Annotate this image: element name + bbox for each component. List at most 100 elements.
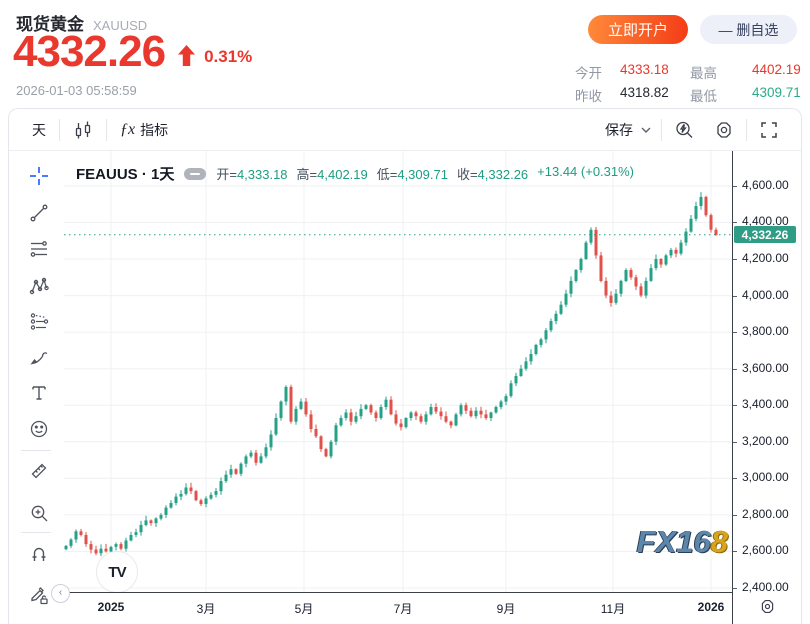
quote-timestamp: 2026-01-03 05:58:59 bbox=[16, 83, 137, 98]
time-axis-label: 5月 bbox=[294, 602, 314, 616]
stat-label-high: 最高 bbox=[690, 66, 717, 81]
time-axis[interactable]: 2025 3月 5月 7月 9月 11月 2026 bbox=[64, 592, 732, 624]
price-scale-gear-icon[interactable] bbox=[759, 598, 776, 615]
price-axis-tick-mark bbox=[733, 515, 737, 516]
quick-search-button[interactable] bbox=[666, 116, 702, 144]
price-axis-label: 4,400.00 bbox=[742, 214, 789, 229]
price-axis[interactable]: 4,600.00 4,400.00 4,200.00 4,000.00 3,800.00… bbox=[732, 151, 803, 624]
last-price-tag: 4,332.26 bbox=[734, 226, 796, 244]
price-axis-tick-mark bbox=[733, 222, 737, 223]
text-tool[interactable] bbox=[25, 379, 53, 407]
price-axis-tick-mark bbox=[733, 369, 737, 370]
trend-line-tool[interactable] bbox=[25, 199, 53, 227]
candlestick-style-icon bbox=[73, 120, 93, 140]
price-axis-label: 2,600.00 bbox=[742, 543, 789, 558]
price-axis-tick-mark bbox=[733, 442, 737, 443]
stat-value-prev-close: 4318.82 bbox=[620, 85, 669, 100]
fullscreen-button[interactable] bbox=[751, 116, 787, 144]
chart-settings-button[interactable] bbox=[706, 116, 742, 144]
position-tool[interactable] bbox=[25, 307, 53, 335]
fullscreen-icon bbox=[759, 120, 779, 140]
price-axis-label: 2,400.00 bbox=[742, 579, 789, 594]
chart-legend: FEAUUS · 1天 开=4,333.18 高=4,402.19 低=4,309.… bbox=[76, 163, 634, 184]
settings-gear-icon bbox=[714, 120, 734, 140]
xabcd-pattern-tool[interactable] bbox=[25, 272, 53, 300]
interval-button[interactable]: 天 bbox=[19, 116, 59, 144]
crosshair-tool[interactable] bbox=[25, 162, 53, 190]
legend-ohlc-item: 低=4,309.71 bbox=[376, 167, 448, 182]
indicators-button[interactable]: ƒx 指标 bbox=[107, 116, 181, 144]
legend-ohlc-item: 开=4,333.18 bbox=[216, 167, 288, 182]
quick-search-icon bbox=[674, 120, 694, 140]
chart-widget-card: 天 ƒx 指标 bbox=[8, 108, 802, 624]
drawing-tools-panel bbox=[9, 151, 64, 624]
price-axis-label: 4,000.00 bbox=[742, 287, 789, 302]
price-row: 4332.26 0.31% bbox=[13, 30, 252, 74]
collapse-left-toolbar-button[interactable]: ‹ bbox=[51, 584, 70, 603]
price-axis-tick-mark bbox=[733, 332, 737, 333]
price-axis-tick-mark bbox=[733, 186, 737, 187]
up-arrow-icon bbox=[177, 44, 196, 66]
magnet-tool[interactable] bbox=[25, 540, 53, 568]
price-axis-tick-mark bbox=[733, 551, 737, 552]
change-percent: 0.31% bbox=[204, 47, 253, 66]
symbol-header: 现货黄金 XAUUSD bbox=[16, 10, 147, 35]
chevron-down-icon bbox=[641, 127, 651, 133]
candlestick-style-button[interactable] bbox=[60, 116, 106, 144]
save-label: 保存 bbox=[605, 121, 633, 138]
toolbar-separator bbox=[661, 118, 662, 141]
legend-ohlc-item: 收=4,332.26 bbox=[456, 167, 529, 182]
chart-toolbar: 天 ƒx 指标 bbox=[9, 109, 801, 151]
legend-change: +13.44 (+0.31%) bbox=[537, 164, 635, 179]
time-axis-label: 2025 bbox=[97, 600, 125, 614]
price-axis-label: 3,400.00 bbox=[742, 397, 789, 412]
time-axis-label: 11月 bbox=[600, 602, 626, 616]
stat-label-low: 最低 bbox=[690, 89, 717, 104]
remove-watchlist-button[interactable]: — 删自选 bbox=[700, 15, 797, 44]
legend-ohlc-row: 开=4,333.18 高=4,402.19 低=4,309.71 收=4,332.26… bbox=[216, 164, 634, 183]
save-layout-button[interactable]: 保存 bbox=[599, 116, 657, 144]
zoom-in-tool[interactable] bbox=[25, 499, 53, 527]
lock-drawings-tool[interactable] bbox=[25, 581, 53, 609]
indicators-label: 指标 bbox=[140, 121, 169, 138]
price-axis-tick-mark bbox=[733, 588, 737, 589]
time-axis-label: 2026 bbox=[697, 600, 725, 614]
time-axis-label: 3月 bbox=[196, 602, 216, 616]
toolbar-separator bbox=[59, 118, 60, 141]
legend-collapse-button[interactable] bbox=[184, 167, 207, 180]
ruler-tool[interactable] bbox=[25, 457, 53, 485]
toolbar-separator bbox=[746, 118, 747, 141]
legend-series-title: FEAUUS · 1天 bbox=[76, 166, 175, 183]
legend-ohlc-item: 高=4,402.19 bbox=[296, 167, 368, 182]
stat-value-open: 4333.18 bbox=[620, 62, 669, 77]
time-axis-label: 7月 bbox=[393, 602, 413, 616]
fx168-gold-text: 8 bbox=[710, 524, 728, 559]
brush-tool[interactable] bbox=[25, 343, 53, 371]
symbol-title: 现货黄金 bbox=[16, 15, 84, 34]
price-axis-label: 4,600.00 bbox=[742, 177, 789, 192]
price-axis-tick-mark bbox=[733, 405, 737, 406]
price-axis-tick-mark bbox=[733, 478, 737, 479]
tools-divider bbox=[21, 450, 51, 451]
price-axis-label: 3,800.00 bbox=[742, 324, 789, 339]
open-account-button[interactable]: 立即开户 bbox=[588, 15, 688, 44]
emoji-tool[interactable] bbox=[25, 415, 53, 443]
fx168-watermark: FX168 bbox=[637, 524, 728, 560]
price-axis-label: 3,200.00 bbox=[742, 433, 789, 448]
time-axis-label: 9月 bbox=[496, 602, 516, 616]
stat-value-high: 4402.19 bbox=[752, 62, 801, 77]
fx-icon: ƒx bbox=[120, 120, 136, 138]
interval-label: 天 bbox=[32, 121, 46, 138]
symbol-code: XAUUSD bbox=[93, 18, 148, 33]
price-axis-label: 3,600.00 bbox=[742, 360, 789, 375]
candlestick-chart[interactable] bbox=[64, 151, 732, 592]
price-axis-label: 4,200.00 bbox=[742, 251, 789, 265]
price-axis-label: 3,000.00 bbox=[742, 470, 789, 485]
tradingview-logo[interactable]: TV bbox=[96, 551, 138, 592]
fib-retracement-tool[interactable] bbox=[25, 235, 53, 263]
price-axis-tick-mark bbox=[733, 259, 737, 260]
stat-value-low: 4309.71 bbox=[752, 85, 801, 100]
price-axis-tick-mark bbox=[733, 296, 737, 297]
chart-pane[interactable]: FEAUUS · 1天 开=4,333.18 高=4,402.19 低=4,309.… bbox=[64, 151, 732, 592]
